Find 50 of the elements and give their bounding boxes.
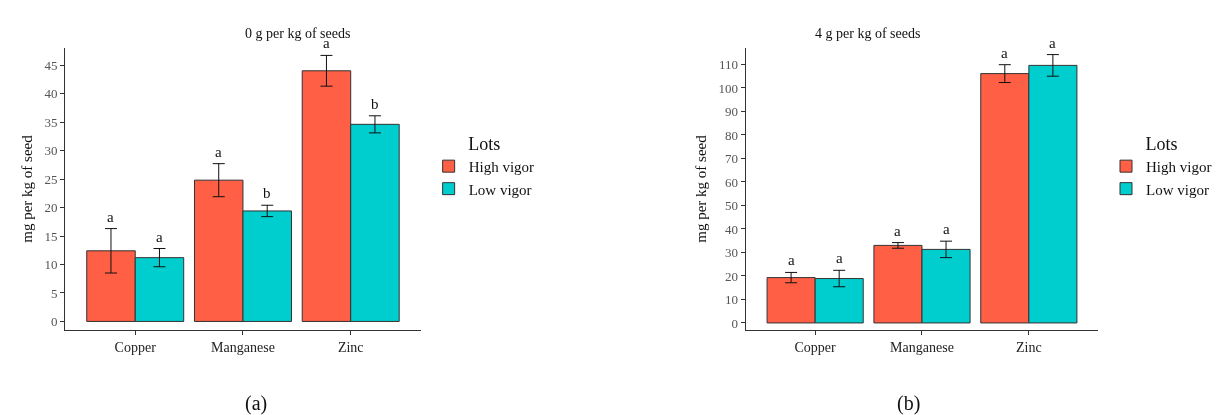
- annotation: a: [1049, 35, 1056, 51]
- y-tick-label: 40: [44, 86, 58, 102]
- annotation: a: [943, 221, 950, 237]
- annotation: b: [371, 96, 379, 112]
- annotation: a: [215, 144, 222, 160]
- y-tick-label: 20: [725, 268, 739, 284]
- annotation: a: [156, 229, 163, 245]
- y-tick-label: 35: [44, 114, 58, 130]
- x-tick-label: Copper: [114, 339, 157, 355]
- y-tick-label: 50: [725, 198, 739, 213]
- legend-title: Lots: [468, 133, 501, 154]
- text: (a): [245, 392, 268, 415]
- x-tick-label: Zinc: [1016, 339, 1042, 355]
- y-tick-label: 90: [725, 104, 739, 119]
- legend-title: Lots: [1145, 133, 1178, 154]
- y-tick-label: 5: [51, 285, 58, 301]
- chart-title: 4 g per kg of seeds: [815, 26, 921, 41]
- y-tick-label: 25: [44, 171, 58, 187]
- y-tick-label: 10: [725, 292, 739, 307]
- annotation: b: [263, 185, 271, 201]
- y-tick-label: 0: [51, 314, 58, 329]
- legend-label: High vigor: [1146, 159, 1212, 175]
- y-tick-label: 20: [44, 200, 58, 216]
- y-tick-label: 0: [731, 315, 739, 331]
- y-tick-label: 30: [44, 143, 58, 159]
- text: (b): [897, 392, 921, 415]
- y-tick-label: 80: [725, 127, 739, 143]
- y-tick-label: 110: [719, 57, 739, 72]
- legend-label: High vigor: [468, 159, 535, 175]
- legend-label: Low vigor: [468, 181, 532, 198]
- y-tick-label: 30: [725, 245, 739, 260]
- y-axis-title: mg per kg of seed: [18, 134, 35, 243]
- y-axis-title: mg per kg of seed: [692, 134, 709, 243]
- y-tick-label: 45: [44, 57, 58, 73]
- annotation: a: [1001, 45, 1008, 61]
- y-tick-label: 10: [44, 257, 58, 273]
- x-tick-label: Copper: [794, 339, 837, 355]
- legend-label: Low vigor: [1146, 181, 1209, 198]
- x-tick-label: Manganese: [211, 339, 275, 355]
- y-tick-label: 70: [725, 151, 739, 166]
- annotation: a: [107, 209, 114, 225]
- y-tick-label: 100: [718, 80, 739, 96]
- annotation: a: [788, 252, 795, 268]
- annotation: a: [836, 250, 843, 266]
- y-tick-label: 40: [725, 221, 739, 237]
- x-tick-label: Zinc: [337, 339, 364, 355]
- y-tick-label: 15: [44, 228, 58, 244]
- x-tick-label: Manganese: [890, 339, 954, 355]
- annotation: a: [894, 223, 901, 239]
- y-tick-label: 60: [725, 174, 739, 190]
